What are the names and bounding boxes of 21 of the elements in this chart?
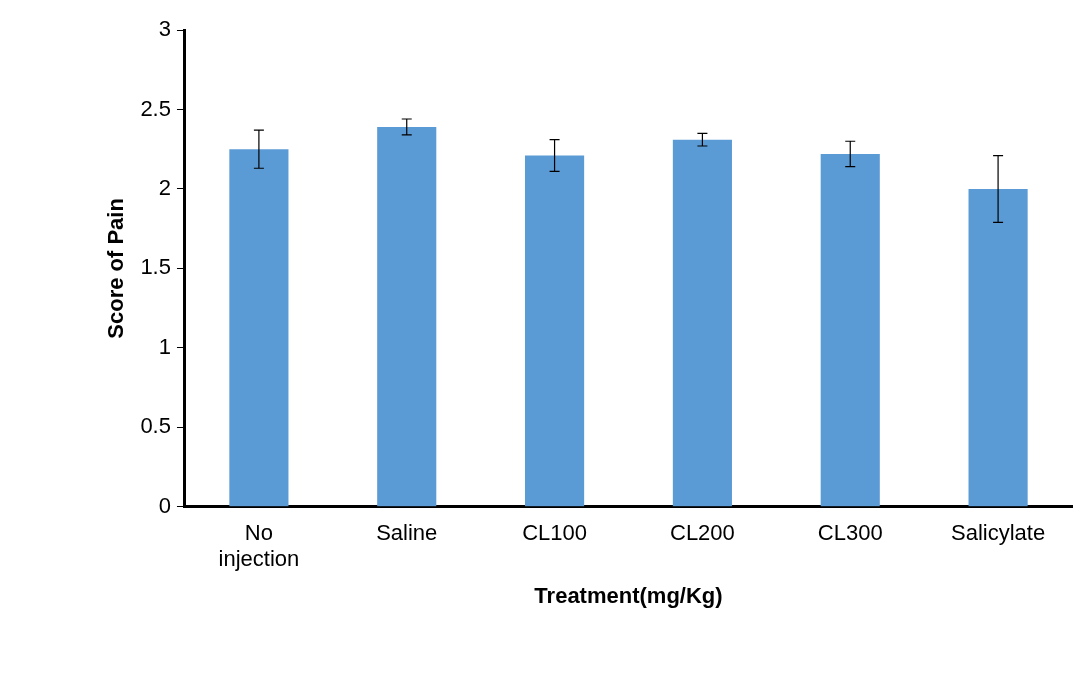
bar (229, 149, 289, 507)
y-tick-label: 0.5 (140, 413, 171, 439)
y-tick-label: 3 (158, 16, 171, 42)
bar (377, 126, 437, 507)
x-tick-label: CL200 (669, 520, 735, 546)
y-tick-label: 1.5 (140, 254, 171, 280)
bar (525, 155, 585, 507)
x-axis-title: Treatment(mg/Kg) (534, 582, 723, 608)
y-tick-label: 2 (158, 175, 171, 200)
y-tick-label: 2.5 (140, 95, 171, 121)
x-tick-label: CL100 (522, 520, 587, 546)
y-tick-label: 1 (158, 333, 171, 359)
y-tick-label: 0 (158, 492, 171, 518)
bar (672, 139, 732, 507)
x-tick-label: Salicylate (951, 520, 1046, 546)
y-axis-title: Score of Pain (103, 198, 129, 339)
bar (968, 188, 1028, 507)
bar (820, 153, 880, 507)
x-tick-label: Saline (376, 520, 438, 546)
x-tick-label: CL300 (817, 520, 883, 546)
x-tick-label: No injection (218, 520, 300, 572)
